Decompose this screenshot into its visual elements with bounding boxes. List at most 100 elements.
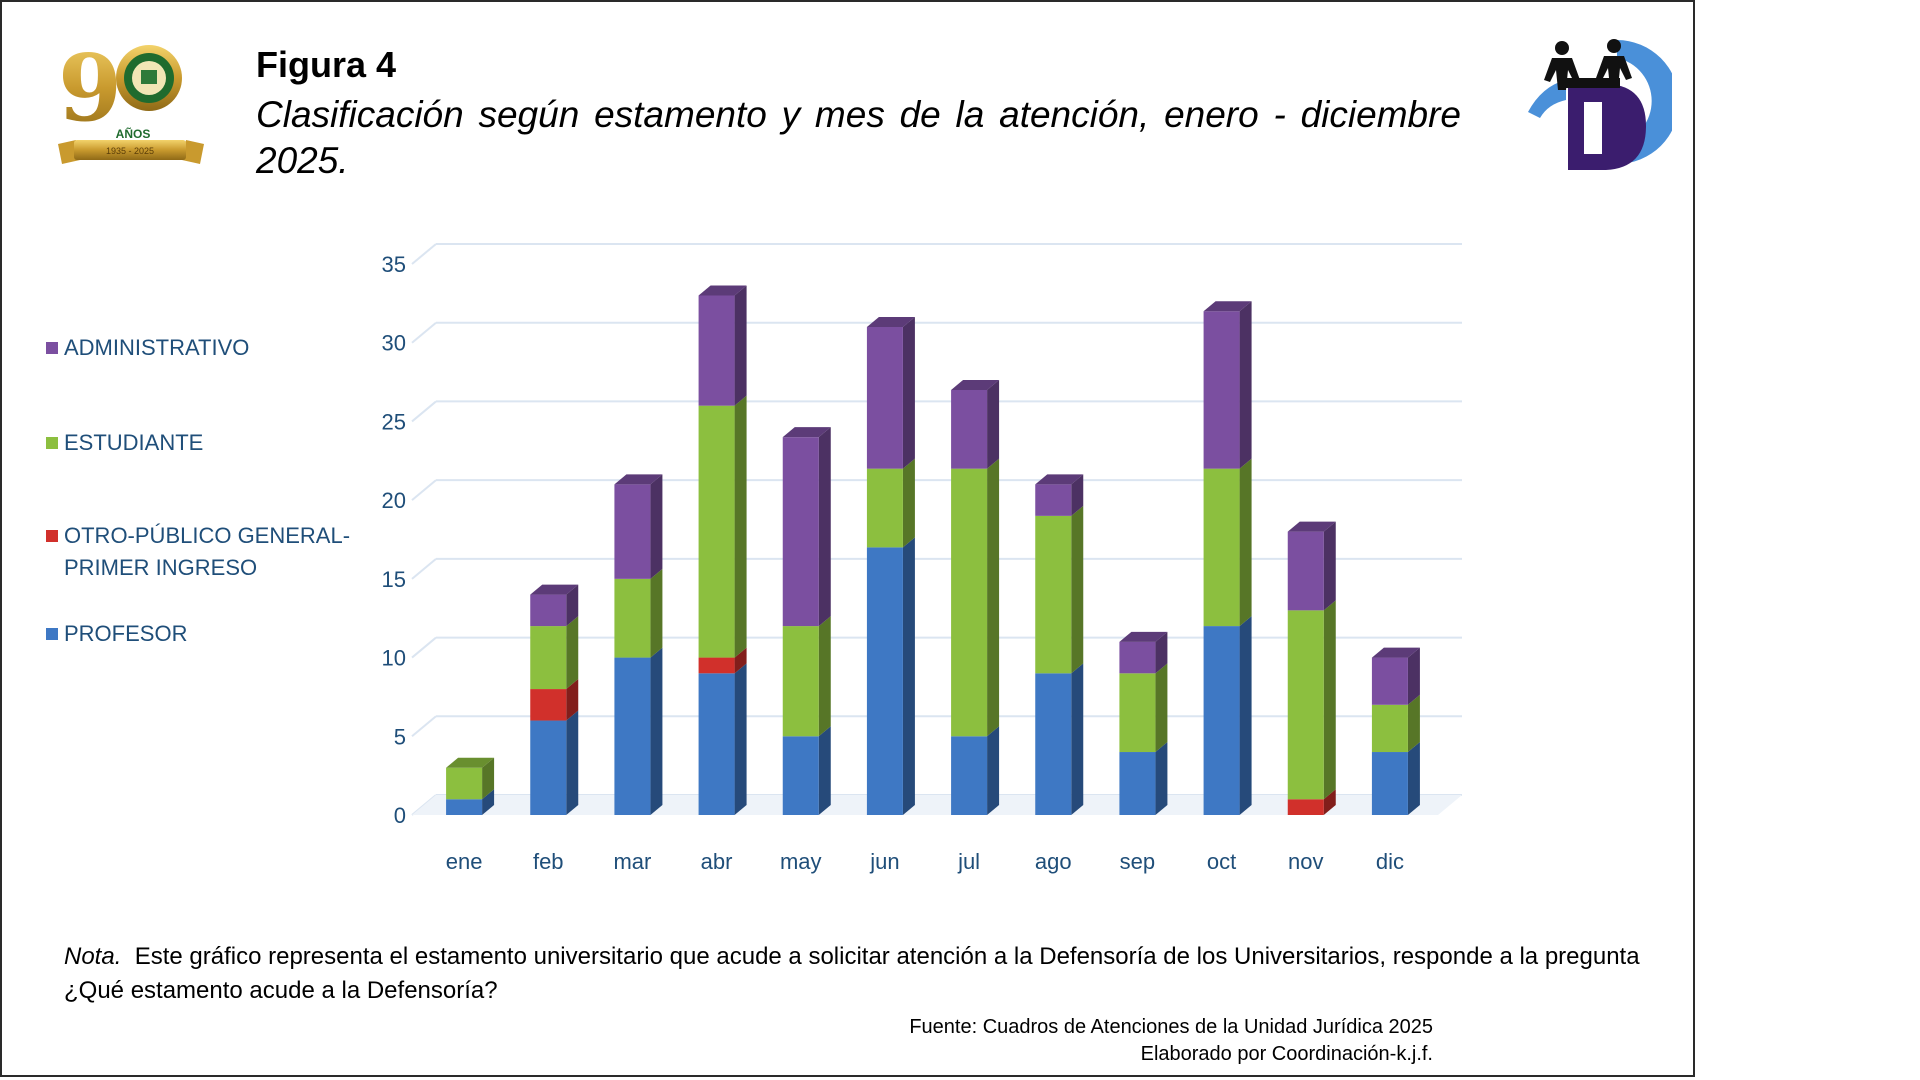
logo-years: 1935 - 2025 xyxy=(106,146,154,156)
y-axis-ticks: 0 5 10 15 20 25 30 35 xyxy=(382,252,406,828)
legend-label-otro-line2: PRIMER INGRESO xyxy=(64,555,258,580)
bar-top-administrativo xyxy=(1287,521,1336,532)
bar-segment-administrativo xyxy=(951,389,988,469)
bar-top-administrativo xyxy=(866,316,915,327)
gridline-diagonal xyxy=(411,558,437,580)
bar-stack-jun xyxy=(866,316,915,815)
source-line: Fuente: Cuadros de Atenciones de la Unid… xyxy=(909,1016,1433,1038)
bar-top-administrativo xyxy=(1119,631,1168,642)
bar-top-administrativo xyxy=(951,379,1000,390)
bar-segment-profesor xyxy=(614,657,651,815)
bar-stack-dic xyxy=(1371,647,1420,815)
bar-stack-mar xyxy=(614,474,663,815)
y-tick-label: 25 xyxy=(382,409,406,434)
bar-segment-profesor xyxy=(866,547,903,815)
bar-top-administrativo xyxy=(698,285,747,296)
bar-segment-administrativo xyxy=(1371,657,1408,705)
y-tick-label: 5 xyxy=(394,724,406,749)
bar-stack-ago xyxy=(1035,474,1084,815)
bar-side-administrativo xyxy=(818,427,831,627)
bar-side-profesor xyxy=(650,647,663,815)
x-tick-label-mar: mar xyxy=(613,849,651,874)
bar-segment-estudiante xyxy=(782,626,819,737)
figure-title: Figura 4 xyxy=(256,44,397,85)
bar-segment-estudiante xyxy=(1287,610,1324,800)
bar-segment-administrativo xyxy=(1287,531,1324,611)
y-tick-label: 15 xyxy=(382,567,406,592)
gridline-diagonal xyxy=(411,243,437,265)
bar-stack-ene xyxy=(446,757,495,815)
bar-segment-administrativo xyxy=(614,484,651,579)
x-tick-label-abr: abr xyxy=(701,849,733,874)
bar-stack-nov xyxy=(1287,521,1336,815)
y-tick-label: 20 xyxy=(382,488,406,513)
chart-floor xyxy=(412,795,1462,815)
bar-side-administrativo xyxy=(1323,521,1336,611)
bar-top-administrativo xyxy=(782,427,831,438)
bar-side-administrativo xyxy=(1239,301,1252,469)
bar-segment-administrativo xyxy=(1035,484,1072,516)
note-label: Nota. xyxy=(64,943,122,970)
x-tick-label-jun: jun xyxy=(869,849,899,874)
bar-segment-profesor xyxy=(1203,626,1240,815)
x-tick-label-may: may xyxy=(780,849,822,874)
stacked-bar-chart: 0 5 10 15 20 25 30 35 ene feb mar abr may jun jul ago s… xyxy=(382,243,1462,874)
bar-side-profesor xyxy=(1155,742,1168,815)
bar-segment-estudiante xyxy=(1035,515,1072,674)
bar-side-administrativo xyxy=(566,584,579,627)
bar-stack-jul xyxy=(951,379,1000,815)
bar-side-estudiante xyxy=(734,395,747,658)
bar-side-estudiante xyxy=(1323,600,1336,800)
bar-side-profesor xyxy=(987,726,1000,815)
legend-item-otro: OTRO-PÚBLICO GENERAL- PRIMER INGRESO xyxy=(46,520,350,584)
bar-segment-profesor xyxy=(446,799,483,815)
legend-item-estudiante: ESTUDIANTE xyxy=(46,427,203,459)
bar-side-administrativo xyxy=(1407,647,1420,705)
legend-label-estudiante: ESTUDIANTE xyxy=(64,430,204,455)
bar-stack-may xyxy=(782,427,831,815)
bar-top-administrativo xyxy=(530,584,579,595)
bar-side-administrativo xyxy=(734,285,747,406)
legend-swatch-administrativo xyxy=(46,342,58,354)
x-tick-label-nov: nov xyxy=(1288,849,1323,874)
bar-side-profesor xyxy=(902,537,915,815)
bar-segment-estudiante xyxy=(866,468,903,548)
legend-label-otro-line1: OTRO-PÚBLICO GENERAL- xyxy=(64,523,351,548)
bar-side-administrativo xyxy=(902,316,915,469)
bar-side-estudiante xyxy=(1155,663,1168,753)
note-text: Este gráfico representa el estamento uni… xyxy=(64,943,1640,1004)
defensoria-logo xyxy=(1528,39,1672,170)
bar-segment-estudiante xyxy=(1203,468,1240,627)
credit-line: Elaborado por Coordinación-k.j.f. xyxy=(1140,1043,1433,1065)
y-tick-label: 35 xyxy=(382,252,406,277)
bar-side-administrativo xyxy=(1155,631,1168,674)
x-tick-label-ago: ago xyxy=(1035,849,1072,874)
figure-frame: 9 AÑOS 1935 - 2025 Figura 4 Clasificació… xyxy=(0,0,1695,1077)
bar-segment-estudiante xyxy=(698,405,735,658)
bar-side-administrativo xyxy=(987,379,1000,469)
y-tick-label: 0 xyxy=(394,803,406,828)
x-tick-label-oct: oct xyxy=(1207,849,1236,874)
chart-bars xyxy=(446,285,1420,815)
legend-item-profesor: PROFESOR xyxy=(46,618,187,650)
bar-side-profesor xyxy=(734,663,747,815)
bar-segment-estudiante xyxy=(1371,704,1408,753)
legend-swatch-estudiante xyxy=(46,437,58,449)
bar-side-estudiante xyxy=(650,568,663,658)
x-tick-label-ene: ene xyxy=(446,849,483,874)
legend-item-administrativo: ADMINISTRATIVO xyxy=(46,332,249,364)
y-tick-label: 10 xyxy=(382,646,406,671)
bar-segment-estudiante xyxy=(1119,673,1156,753)
bar-segment-estudiante xyxy=(530,626,567,690)
bar-stack-oct xyxy=(1203,301,1252,815)
bar-segment-administrativo xyxy=(782,437,819,627)
bar-segment-otro xyxy=(1287,799,1324,815)
bar-side-profesor xyxy=(482,789,495,815)
x-axis-ticks: ene feb mar abr may jun jul ago sep oct nov dic xyxy=(446,849,1404,874)
bar-stack-abr xyxy=(698,285,747,815)
bar-side-administrativo xyxy=(1071,474,1084,516)
bar-segment-otro xyxy=(698,657,735,674)
logo-ribbon xyxy=(58,140,204,164)
bar-side-otro xyxy=(566,679,579,721)
bar-side-estudiante xyxy=(1407,694,1420,753)
